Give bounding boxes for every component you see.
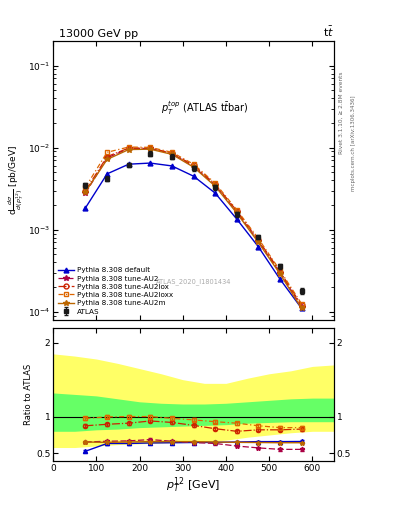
Pythia 8.308 tune-AU2 [256,239,261,245]
Pythia 8.308 tune-AU2loxx [127,144,131,150]
Pythia 8.308 tune-AU2m [83,189,88,195]
Pythia 8.308 tune-AU2lox [148,145,152,151]
Pythia 8.308 tune-AU2lox [256,237,261,243]
Pythia 8.308 default [83,205,88,211]
Line: Pythia 8.308 tune-AU2: Pythia 8.308 tune-AU2 [83,145,305,310]
Pythia 8.308 default [148,160,152,166]
Pythia 8.308 tune-AU2loxx [256,236,261,242]
Pythia 8.308 default [105,171,109,177]
Y-axis label: Ratio to ATLAS: Ratio to ATLAS [24,364,33,425]
Pythia 8.308 tune-AU2lox [299,302,304,308]
Pythia 8.308 tune-AU2lox [278,268,283,274]
Pythia 8.308 default [213,190,218,196]
Legend: Pythia 8.308 default, Pythia 8.308 tune-AU2, Pythia 8.308 tune-AU2lox, Pythia 8.: Pythia 8.308 default, Pythia 8.308 tune-… [57,265,174,316]
Pythia 8.308 tune-AU2loxx [235,207,239,213]
Pythia 8.308 tune-AU2m [299,305,304,311]
Pythia 8.308 tune-AU2m [213,183,218,189]
Text: mcplots.cern.ch [arXiv:1306.3436]: mcplots.cern.ch [arXiv:1306.3436] [351,96,356,191]
Pythia 8.308 tune-AU2lox [213,181,218,187]
Pythia 8.308 tune-AU2loxx [278,267,283,273]
Pythia 8.308 tune-AU2m [105,156,109,162]
Pythia 8.308 tune-AU2 [278,270,283,276]
Pythia 8.308 tune-AU2 [83,190,88,196]
Pythia 8.308 tune-AU2loxx [83,184,88,190]
Pythia 8.308 tune-AU2lox [127,145,131,151]
Pythia 8.308 tune-AU2m [235,210,239,216]
Pythia 8.308 tune-AU2lox [105,154,109,160]
Line: Pythia 8.308 tune-AU2lox: Pythia 8.308 tune-AU2lox [83,145,304,308]
Line: Pythia 8.308 tune-AU2m: Pythia 8.308 tune-AU2m [83,146,305,311]
Pythia 8.308 tune-AU2m [191,164,196,170]
Pythia 8.308 default [278,276,283,282]
Pythia 8.308 tune-AU2m [256,240,261,246]
Text: Rivet 3.1.10, ≥ 2.8M events: Rivet 3.1.10, ≥ 2.8M events [339,71,344,154]
Pythia 8.308 default [299,305,304,311]
Pythia 8.308 tune-AU2loxx [213,180,218,186]
Pythia 8.308 tune-AU2lox [235,208,239,214]
Text: t$\bar{t}$: t$\bar{t}$ [323,25,334,39]
Line: Pythia 8.308 tune-AU2loxx: Pythia 8.308 tune-AU2loxx [83,144,304,306]
Pythia 8.308 default [235,216,239,222]
Pythia 8.308 tune-AU2 [127,145,131,152]
Y-axis label: d$\frac{d\sigma}{d(p_T^{12})}$ [pb/GeV]: d$\frac{d\sigma}{d(p_T^{12})}$ [pb/GeV] [7,145,26,216]
Pythia 8.308 tune-AU2 [170,151,174,157]
Pythia 8.308 tune-AU2loxx [299,301,304,307]
Pythia 8.308 tune-AU2m [127,146,131,153]
X-axis label: $p_T^{12}$ [GeV]: $p_T^{12}$ [GeV] [167,475,220,495]
Pythia 8.308 tune-AU2loxx [191,161,196,167]
Text: $p_T^{top}$ (ATLAS t$\bar{t}$bar): $p_T^{top}$ (ATLAS t$\bar{t}$bar) [161,99,249,117]
Pythia 8.308 tune-AU2m [170,151,174,157]
Pythia 8.308 default [256,244,261,250]
Pythia 8.308 tune-AU2 [148,145,152,152]
Pythia 8.308 tune-AU2m [278,271,283,277]
Pythia 8.308 tune-AU2 [299,304,304,310]
Pythia 8.308 tune-AU2lox [170,150,174,156]
Pythia 8.308 tune-AU2loxx [148,144,152,151]
Text: ATLAS_2020_I1801434: ATLAS_2020_I1801434 [156,279,231,285]
Pythia 8.308 default [127,161,131,167]
Pythia 8.308 default [191,173,196,179]
Pythia 8.308 tune-AU2 [191,163,196,169]
Pythia 8.308 tune-AU2loxx [105,149,109,155]
Pythia 8.308 default [170,163,174,169]
Text: 13000 GeV pp: 13000 GeV pp [59,29,138,39]
Pythia 8.308 tune-AU2loxx [170,149,174,155]
Pythia 8.308 tune-AU2lox [191,162,196,168]
Pythia 8.308 tune-AU2 [213,182,218,188]
Line: Pythia 8.308 default: Pythia 8.308 default [83,161,304,311]
Pythia 8.308 tune-AU2m [148,146,152,152]
Pythia 8.308 tune-AU2lox [83,187,88,194]
Pythia 8.308 tune-AU2 [105,155,109,161]
Pythia 8.308 tune-AU2 [235,209,239,215]
